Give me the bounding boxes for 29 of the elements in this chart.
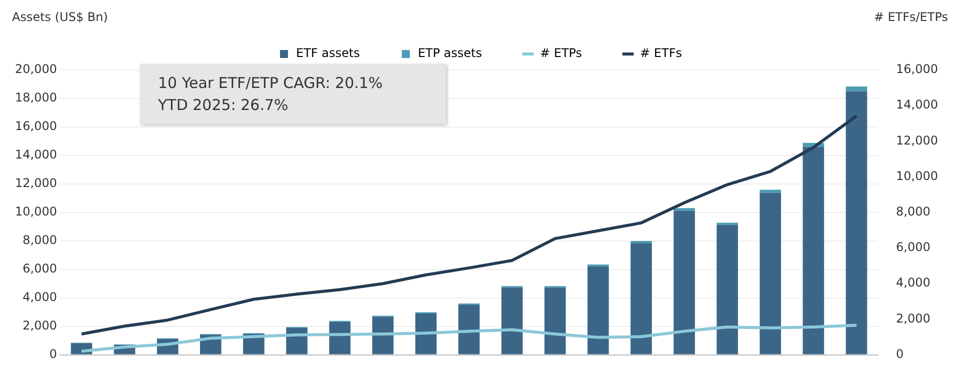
y-tick-label: 10,000 [14,204,57,219]
y-tick-label: 2,000 [22,318,57,332]
y-tick-label: 12,000 [14,176,57,190]
y-tick-label: 6,000 [22,261,57,276]
y2-tick-label: 2,000 [896,311,930,326]
y2-tick-label: 6,000 [896,240,930,254]
y2-tick-label: 10,000 [896,168,938,183]
y-tick-label: 0 [49,346,57,361]
y2-tick-label: 0 [896,346,904,361]
y2-tick-label: 12,000 [896,133,938,148]
y-tick-label: 4,000 [22,290,57,304]
y2-axis-title: # ETFs/ETPs [874,10,948,24]
y2-tick-label: 16,000 [896,62,938,76]
legend-label: # ETFs [640,46,682,60]
note-box: 10 Year ETF/ETP CAGR: 20.1% YTD 2025: 26.7% [140,64,446,124]
y-tick-label: 14,000 [14,148,57,162]
y-tick-label: 8,000 [22,233,57,248]
y2-tick-label: 14,000 [896,98,938,112]
y2-tick-label: 8,000 [896,204,930,219]
legend-label: # ETPs [540,46,582,60]
y-tick-label: 16,000 [14,119,57,134]
legend-label: ETF assets [296,46,360,60]
y-tick-label: 20,000 [14,62,57,76]
y2-tick-label: 4,000 [896,276,930,290]
y-axis-title: Assets (US$ Bn) [12,10,108,24]
legend-label: ETP assets [418,46,482,60]
y-tick-label: 18,000 [14,90,57,105]
annotation: 10 Year ETF/ETP CAGR: 20.1% [158,73,384,94]
annotation: YTD 2025: 26.7% [158,95,290,116]
